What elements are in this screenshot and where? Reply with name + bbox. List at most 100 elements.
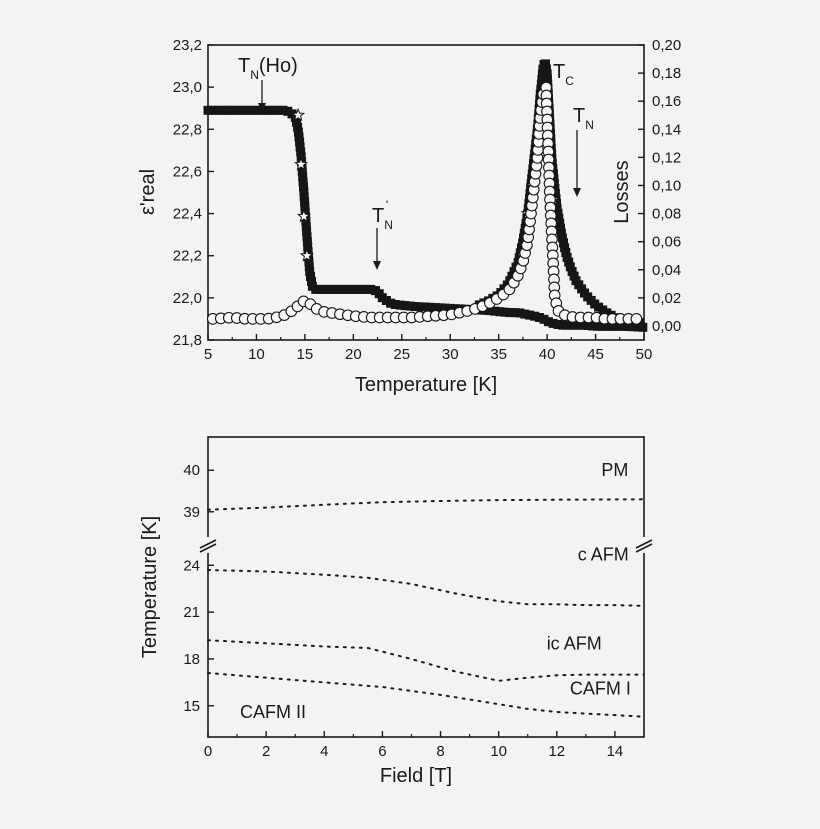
filled-square-point [238, 105, 248, 115]
filled-square-point [405, 301, 415, 311]
filled-square-point [293, 127, 303, 137]
top-x-tick-label: 15 [297, 346, 314, 363]
filled-square-point [208, 105, 218, 115]
filled-square-point [366, 284, 376, 294]
filled-square-point [294, 132, 304, 142]
filled-square-point [316, 284, 326, 294]
filled-square-point [300, 207, 310, 217]
filled-square-point [565, 262, 575, 272]
top-y-left-tick-label: 21,8 [173, 332, 202, 349]
top-x-tick-label: 40 [539, 346, 556, 363]
top-y-left-tick-label: 23,0 [173, 79, 202, 96]
filled-square-point [321, 284, 331, 294]
top-x-tick-label: 5 [204, 346, 212, 363]
bottom-x-tick-label: 10 [490, 743, 507, 760]
bottom-x-tick-label: 14 [607, 743, 624, 760]
filled-square-point [563, 320, 573, 330]
filled-square-point [495, 307, 505, 317]
top-x-tick-label: 10 [248, 346, 265, 363]
filled-square-point [510, 308, 520, 318]
filled-square-point [311, 284, 321, 294]
top-y-right-tick-label: 0,12 [652, 149, 681, 166]
filled-square-point [233, 105, 243, 115]
top-y-left-tick-label: 22,8 [173, 121, 202, 138]
top-x-tick-label: 50 [636, 346, 653, 363]
filled-square-point [618, 321, 628, 331]
filled-square-point [351, 284, 361, 294]
filled-square-point [386, 298, 396, 308]
top-y-right-tick-label: 0,10 [652, 177, 681, 194]
filled-square-point [534, 313, 544, 322]
filled-square-point [550, 189, 560, 198]
filled-square-point [395, 300, 405, 310]
filled-square-point [550, 184, 560, 193]
filled-square-point [305, 267, 315, 277]
filled-square-point [278, 105, 288, 115]
top-y-right-tick-label: 0,16 [652, 93, 681, 110]
bottom-x-axis-label: Field [T] [380, 765, 452, 787]
filled-square-point [302, 232, 312, 242]
filled-square-point [598, 321, 608, 331]
bottom-x-tick-label: 4 [320, 743, 328, 760]
top-y-right-tick-label: 0,14 [652, 121, 681, 138]
bottom-y-axis-label: Temperature [K] [139, 516, 161, 658]
filled-square-point [300, 197, 310, 207]
open-star-point [299, 248, 314, 262]
filled-square-point [295, 142, 305, 152]
top-y-left-tick-label: 22,0 [173, 290, 202, 307]
filled-square-point [623, 322, 633, 331]
bottom-x-tick-label: 12 [548, 743, 565, 760]
filled-square-point [500, 307, 510, 317]
filled-square-point [578, 320, 588, 330]
filled-square-point [425, 302, 435, 312]
filled-square-point [445, 303, 455, 313]
filled-square-point [556, 223, 565, 233]
filled-square-point [548, 318, 558, 328]
axis-break-right [633, 537, 655, 553]
filled-square-point [223, 105, 233, 115]
region-label: CAFM II [240, 702, 306, 722]
filled-square-point [307, 276, 316, 286]
annotation-arrow-head [258, 103, 266, 112]
bottom-x-tick-label: 2 [262, 743, 270, 760]
top-x-tick-label: 20 [345, 346, 362, 363]
filled-square-point [573, 320, 583, 330]
filled-square-point [293, 122, 303, 132]
filled-square-point [243, 105, 253, 115]
filled-square-point [292, 117, 301, 127]
region-label: CAFM I [570, 679, 631, 699]
top-x-axis-label: Temperature [K] [355, 374, 497, 396]
filled-square-point [410, 302, 420, 311]
filled-square-point [583, 321, 593, 330]
filled-square-point [593, 321, 603, 331]
filled-square-point [559, 238, 568, 248]
filled-square-point [304, 262, 314, 272]
filled-square-point [298, 172, 308, 182]
open-circle-point [630, 313, 643, 325]
filled-square-point [542, 69, 552, 79]
top-panel: 5 10 15 20 25 30 35 40 45 50 21,8 22,0 22,2 22,4 22,6 2… [137, 37, 681, 396]
top-y-left-tick-label: 22,4 [173, 206, 202, 223]
filled-square-point [258, 105, 268, 115]
filled-square-point [520, 309, 530, 319]
top-axis-ticks: 5 10 15 20 25 30 35 40 45 50 21,8 22,0 22,2 22,4 22,6 2… [173, 37, 681, 363]
filled-square-point [415, 302, 425, 312]
bottom-region-labels: PM c AFM ic AFM CAFM I CAFM II [240, 460, 631, 722]
annotation-arrow-head [373, 261, 381, 270]
filled-square-point [400, 301, 410, 311]
phase-boundary-line [207, 498, 645, 511]
bottom-y-tick-label: 21 [183, 604, 200, 621]
top-y-right-tick-label: 0,02 [652, 290, 681, 307]
filled-square-point [228, 105, 238, 115]
phase-boundary-line [207, 672, 645, 718]
filled-square-point [326, 284, 336, 294]
axis-break-left [198, 537, 220, 553]
filled-square-point [390, 300, 400, 309]
top-y-left-tick-label: 22,2 [173, 248, 202, 265]
filled-square-point [490, 306, 500, 316]
annotation-label: TC [553, 61, 574, 88]
filled-square-point [450, 304, 460, 314]
